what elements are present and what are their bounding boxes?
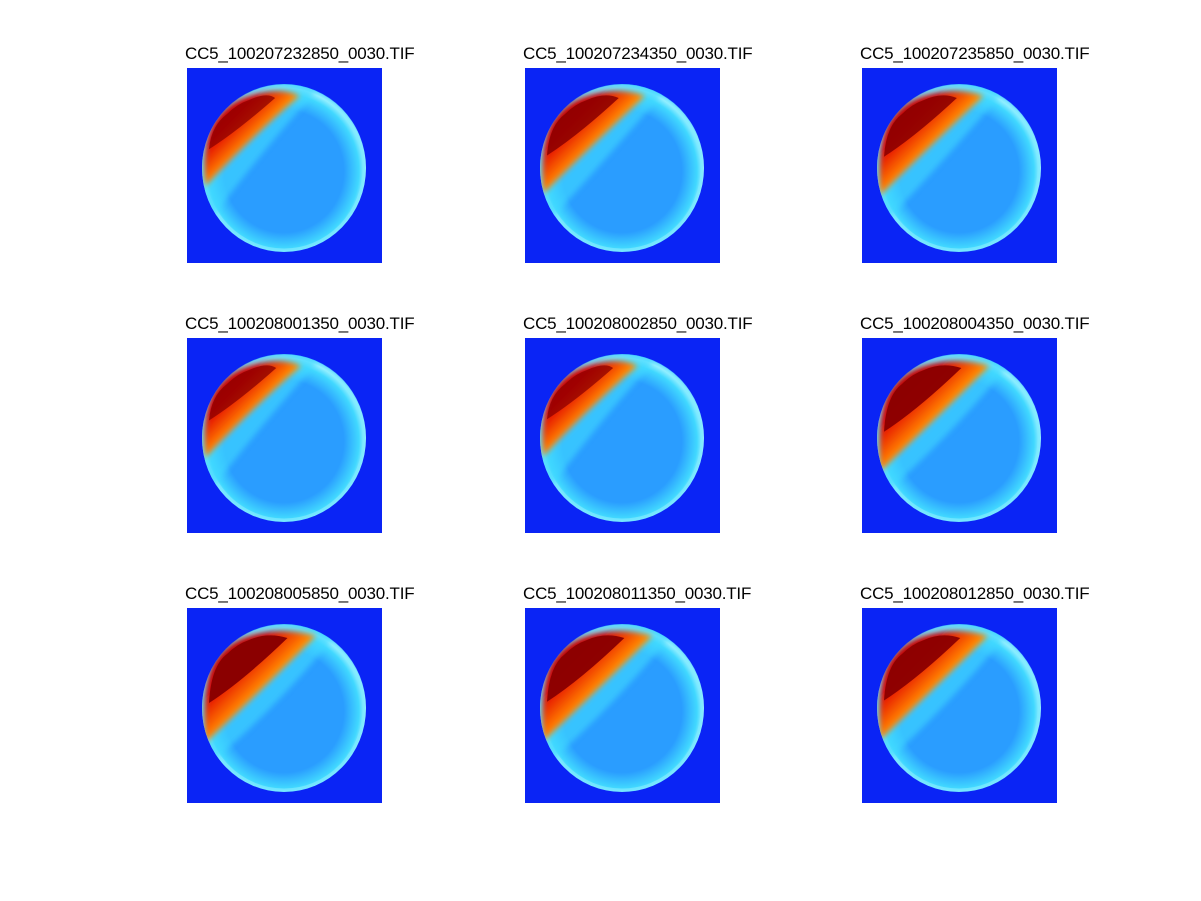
panel-title: CC5_100207234350_0030.TIF bbox=[523, 44, 753, 63]
aurora-core bbox=[547, 365, 614, 420]
image-panel: CC5_100208005850_0030.TIF bbox=[185, 584, 415, 803]
all-sky-camera-image bbox=[862, 338, 1057, 533]
panel-title: CC5_100207235850_0030.TIF bbox=[860, 44, 1090, 63]
all-sky-camera-image bbox=[525, 68, 720, 263]
all-sky-camera-image bbox=[187, 68, 382, 263]
panel-title: CC5_100207232850_0030.TIF bbox=[185, 44, 415, 63]
aurora-core bbox=[884, 95, 957, 157]
image-panel: CC5_100207235850_0030.TIF bbox=[860, 44, 1090, 263]
all-sky-camera-image bbox=[862, 68, 1057, 263]
panel-title: CC5_100208004350_0030.TIF bbox=[860, 314, 1090, 333]
all-sky-camera-image bbox=[525, 338, 720, 533]
aurora-core bbox=[209, 635, 288, 703]
panel-title: CC5_100208011350_0030.TIF bbox=[523, 584, 752, 603]
panel-title: CC5_100208002850_0030.TIF bbox=[523, 314, 753, 333]
panel-title: CC5_100208001350_0030.TIF bbox=[185, 314, 415, 333]
aurora-core bbox=[547, 635, 625, 702]
aurora-core bbox=[209, 95, 276, 150]
all-sky-camera-image bbox=[525, 608, 720, 803]
image-panel: CC5_100207234350_0030.TIF bbox=[523, 44, 753, 263]
all-sky-camera-image bbox=[187, 338, 382, 533]
aurora-core bbox=[209, 365, 277, 421]
image-panel: CC5_100208002850_0030.TIF bbox=[523, 314, 753, 533]
image-panel: CC5_100208004350_0030.TIF bbox=[860, 314, 1090, 533]
aurora-core bbox=[884, 365, 962, 432]
panel-title: CC5_100208005850_0030.TIF bbox=[185, 584, 415, 603]
image-panel: CC5_100208012850_0030.TIF bbox=[860, 584, 1090, 803]
image-panel: CC5_100207232850_0030.TIF bbox=[185, 44, 415, 263]
image-panel: CC5_100208001350_0030.TIF bbox=[185, 314, 415, 533]
all-sky-camera-image bbox=[862, 608, 1057, 803]
all-sky-camera-image bbox=[187, 608, 382, 803]
image-panel: CC5_100208011350_0030.TIF bbox=[523, 584, 751, 803]
aurora-core bbox=[547, 95, 619, 156]
aurora-core bbox=[884, 635, 961, 701]
panel-title: CC5_100208012850_0030.TIF bbox=[860, 584, 1090, 603]
